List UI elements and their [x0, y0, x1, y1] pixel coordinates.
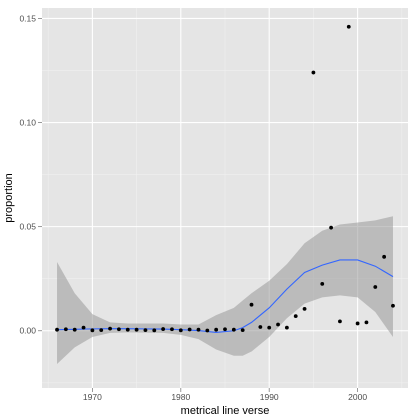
data-point	[231, 327, 236, 332]
data-point	[320, 281, 325, 286]
data-point	[81, 325, 86, 330]
data-point	[258, 325, 263, 329]
data-point	[329, 225, 333, 230]
data-point	[125, 327, 130, 332]
x-tick-label: 2000	[348, 392, 367, 402]
x-axis-title: metrical line verse	[181, 405, 270, 417]
data-point	[178, 328, 183, 333]
y-tick-label: 0.10	[19, 118, 36, 128]
x-tick-label: 1990	[260, 392, 279, 402]
x-tick-label: 1970	[83, 392, 102, 402]
data-point	[143, 328, 148, 333]
data-point	[373, 285, 378, 289]
x-axis-ticks: 1970 1980 1990 2000	[83, 388, 367, 402]
data-point	[63, 327, 68, 332]
data-point	[249, 302, 254, 307]
data-point	[205, 328, 210, 333]
confidence-ribbon	[57, 216, 393, 365]
data-point	[391, 303, 395, 308]
data-point	[311, 70, 316, 75]
data-point	[355, 321, 360, 326]
data-point	[55, 327, 59, 332]
data-points	[55, 24, 395, 333]
data-point	[276, 322, 280, 327]
data-point	[196, 327, 201, 332]
y-tick-label: 0.05	[19, 222, 36, 232]
data-point	[187, 327, 192, 332]
data-point	[117, 327, 121, 332]
data-point	[293, 314, 298, 319]
data-point	[170, 327, 174, 332]
data-point	[223, 327, 227, 332]
y-tick-label: 0.00	[19, 326, 36, 336]
data-point	[284, 325, 289, 330]
data-point	[338, 319, 342, 324]
data-point	[90, 328, 95, 333]
y-axis-title: proportion	[3, 173, 15, 223]
data-point	[214, 327, 219, 332]
data-point	[364, 320, 369, 325]
data-point	[302, 306, 307, 311]
data-point	[99, 328, 104, 333]
data-point	[108, 326, 112, 331]
data-point	[240, 328, 245, 333]
data-point	[152, 328, 157, 333]
data-point	[382, 254, 387, 259]
data-point	[267, 325, 272, 330]
x-tick-label: 1980	[171, 392, 190, 402]
data-point	[346, 24, 351, 29]
y-tick-label: 0.15	[19, 13, 36, 23]
y-axis-ticks: 0.00 0.05 0.10 0.15	[19, 13, 42, 336]
data-point	[72, 327, 77, 332]
data-point	[161, 327, 166, 331]
data-point	[134, 327, 139, 332]
